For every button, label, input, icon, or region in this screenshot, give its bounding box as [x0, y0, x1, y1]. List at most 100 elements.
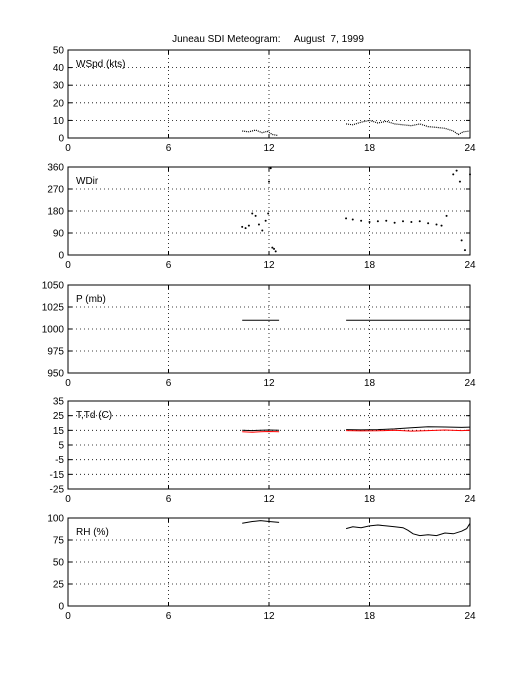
x-tick-label: 24 — [464, 260, 476, 271]
y-tick-label: 1000 — [42, 325, 65, 336]
x-tick-label: 0 — [65, 611, 71, 622]
y-tick-label: 35 — [53, 397, 65, 408]
data-point — [273, 247, 276, 250]
panel-label: T,Td (C) — [76, 410, 112, 421]
x-tick-label: 6 — [166, 260, 172, 271]
y-tick-label: 950 — [47, 369, 64, 380]
x-tick-label: 18 — [364, 260, 376, 271]
y-tick-label: 0 — [58, 134, 64, 145]
x-tick-label: 24 — [464, 143, 476, 154]
data-point — [410, 221, 413, 223]
y-tick-label: 180 — [47, 207, 64, 218]
x-tick-label: 24 — [464, 611, 476, 622]
y-tick-label: 30 — [53, 81, 65, 92]
series-line — [242, 430, 280, 433]
data-point — [254, 214, 257, 217]
panel-4: 0 25 50 75 100 0 6 12 18 24 RH (%) — [47, 514, 476, 623]
y-tick-label: 100 — [47, 514, 64, 525]
x-tick-label: 24 — [464, 494, 476, 505]
y-tick-label: -5 — [55, 455, 64, 466]
data-point — [257, 223, 260, 226]
panel-2: 950 975 1000 1025 1050 0 6 12 18 24 P (mb) — [42, 281, 476, 390]
x-tick-label: 0 — [65, 494, 71, 505]
y-tick-label: 20 — [53, 98, 65, 109]
x-tick-label: 24 — [464, 378, 476, 389]
y-tick-label: 270 — [47, 185, 64, 196]
y-tick-label: 15 — [53, 426, 65, 437]
series-line — [242, 429, 280, 432]
data-point — [244, 227, 247, 230]
data-point — [268, 180, 270, 183]
x-tick-label: 18 — [364, 611, 376, 622]
series-line — [345, 523, 471, 537]
data-point — [261, 229, 264, 232]
x-tick-label: 6 — [166, 378, 172, 389]
x-tick-label: 12 — [263, 611, 275, 622]
data-point — [402, 220, 404, 223]
data-point — [247, 224, 250, 227]
panel-3: -25 -15 -5 5 15 25 35 0 6 12 18 24 T,Td (C) — [50, 397, 476, 506]
panel-1: 0 90 180 270 360 0 6 12 18 24 WDir — [47, 163, 476, 272]
x-tick-label: 6 — [166, 494, 172, 505]
data-point — [368, 221, 371, 223]
series-line — [346, 119, 471, 136]
y-tick-label: 25 — [53, 580, 65, 591]
x-tick-label: 12 — [263, 494, 275, 505]
data-point — [376, 220, 379, 223]
data-point — [360, 219, 363, 222]
data-point — [455, 169, 458, 172]
x-tick-label: 18 — [364, 378, 376, 389]
x-tick-label: 12 — [263, 260, 275, 271]
data-point — [267, 212, 270, 215]
x-tick-label: 0 — [65, 378, 71, 389]
data-point — [452, 173, 455, 176]
panel-label: P (mb) — [76, 294, 106, 305]
x-tick-label: 0 — [65, 260, 71, 271]
x-tick-label: 6 — [166, 143, 172, 154]
x-tick-label: 12 — [263, 378, 275, 389]
y-tick-label: 0 — [58, 602, 64, 613]
series-line — [242, 129, 278, 136]
data-point — [418, 220, 421, 223]
data-point — [393, 221, 396, 224]
data-point — [345, 217, 348, 220]
data-point — [241, 225, 244, 228]
data-point — [440, 224, 443, 227]
data-point — [271, 246, 274, 249]
chart-title: Juneau SDI Meteogram: August 7, 1999 — [172, 34, 364, 45]
y-tick-label: -15 — [50, 470, 65, 481]
panel-label: WDir — [76, 176, 99, 187]
data-point — [458, 180, 461, 183]
y-tick-label: 50 — [53, 46, 65, 57]
x-tick-label: 12 — [263, 143, 275, 154]
data-point — [435, 223, 438, 226]
x-tick-label: 6 — [166, 611, 172, 622]
x-tick-label: 18 — [364, 143, 376, 154]
y-tick-label: 5 — [58, 441, 64, 452]
series-line — [346, 426, 471, 431]
data-point — [463, 249, 466, 252]
y-tick-label: 50 — [53, 558, 65, 569]
y-tick-label: 360 — [47, 163, 64, 174]
y-tick-label: 75 — [53, 536, 65, 547]
y-tick-label: 1050 — [42, 281, 65, 292]
series-line — [242, 520, 280, 524]
panel-0: 0 10 20 30 40 50 0 6 12 18 24 WSpd (kts) — [53, 46, 476, 155]
panel-label: WSpd (kts) — [76, 59, 125, 70]
data-point — [385, 219, 388, 222]
data-point — [351, 218, 354, 221]
data-point — [251, 212, 254, 215]
y-tick-label: 1025 — [42, 303, 65, 314]
y-tick-label: 10 — [53, 116, 65, 127]
data-point — [460, 239, 463, 242]
y-tick-label: 90 — [53, 229, 65, 240]
x-tick-label: 0 — [65, 143, 71, 154]
series-line — [346, 429, 471, 432]
data-point — [445, 214, 448, 217]
x-tick-label: 18 — [364, 494, 376, 505]
y-tick-label: -25 — [50, 485, 65, 496]
y-tick-label: 40 — [53, 63, 65, 74]
y-tick-label: 0 — [58, 251, 64, 262]
